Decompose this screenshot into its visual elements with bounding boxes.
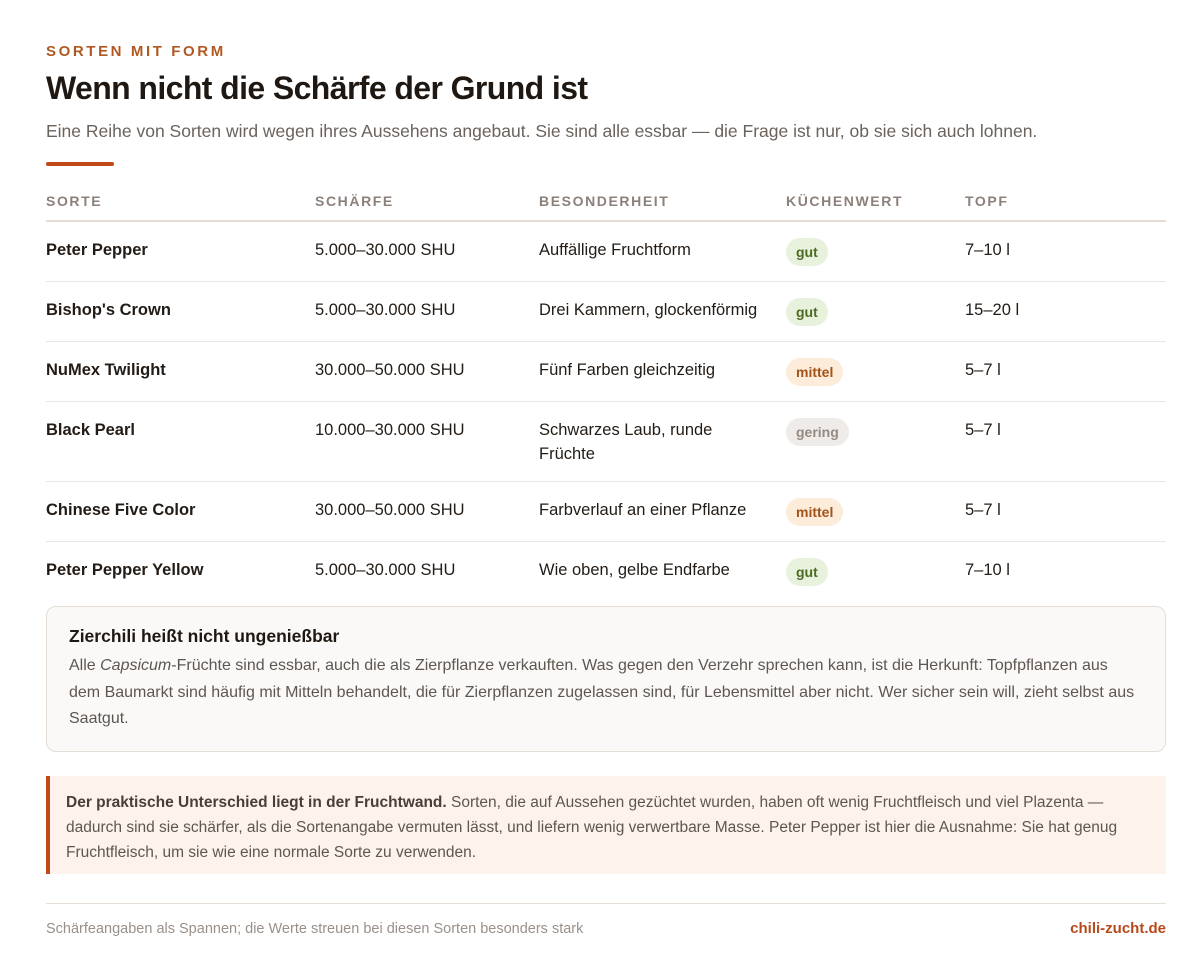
kitchen-value-badge: mittel: [786, 498, 844, 526]
info-box: Zierchili heißt nicht ungenießbar Alle C…: [46, 606, 1166, 752]
kitchen-value-cell: mittel: [786, 481, 965, 542]
heat-range: 5.000–30.000 SHU: [315, 221, 539, 282]
eyebrow: Sorten mit Form: [46, 43, 226, 60]
heat-range: 10.000–30.000 SHU: [315, 401, 539, 482]
column-header-besonderheit: Besonderheit: [539, 182, 786, 222]
table-row: Bishop's Crown 5.000–30.000 SHU Drei Kam…: [46, 281, 1166, 342]
accent-rule: [46, 162, 114, 166]
footnote: Schärfeangaben als Spannen; die Werte st…: [46, 921, 584, 937]
variety-name: Chinese Five Color: [46, 481, 315, 542]
feature: Drei Kammern, glockenförmig: [539, 281, 786, 342]
kitchen-value-badge: gut: [786, 558, 828, 586]
info-body-prefix: Alle: [69, 657, 101, 674]
feature: Schwarzes Laub, runde Früchte: [539, 401, 786, 482]
varieties-table: Sorte Schärfe Besonderheit Küchenwert To…: [46, 182, 1166, 601]
pot-size: 5–7 l: [965, 401, 1166, 482]
info-body-text: -Früchte sind essbar, auch die als Zierp…: [69, 657, 1135, 727]
callout: Der praktische Unterschied liegt in der …: [46, 776, 1166, 874]
page-title: Wenn nicht die Schärfe der Grund ist: [46, 70, 588, 106]
table-row: Chinese Five Color 30.000–50.000 SHU Far…: [46, 481, 1166, 542]
column-header-topf: Topf: [965, 182, 1166, 222]
variety-name: Bishop's Crown: [46, 281, 315, 342]
kitchen-value-badge: gut: [786, 238, 828, 266]
kitchen-value-cell: gut: [786, 281, 965, 342]
heat-range: 5.000–30.000 SHU: [315, 561, 456, 579]
kitchen-value-badge: gering: [786, 418, 849, 446]
pot-size: 7–10 l: [965, 561, 1010, 579]
kitchen-value-cell: gering: [786, 401, 965, 482]
footer-divider: [46, 903, 1166, 904]
pot-size: 15–20 l: [965, 281, 1166, 342]
callout-text: Sorten, die auf Aussehen gezüchtet wurde…: [66, 794, 1118, 861]
table-row: Black Pearl 10.000–30.000 SHU Schwarzes …: [46, 401, 1166, 482]
info-box-title: Zierchili heißt nicht ungenießbar: [69, 626, 340, 646]
table-row: Peter Pepper 5.000–30.000 SHU Auffällige…: [46, 221, 1166, 282]
feature: Wie oben, gelbe Endfarbe: [539, 561, 730, 579]
column-header-kuechenwert: Küchenwert: [786, 182, 965, 222]
table-header-row: Sorte Schärfe Besonderheit Küchenwert To…: [46, 182, 1166, 222]
heat-range: 30.000–50.000 SHU: [315, 481, 539, 542]
column-header-sorte: Sorte: [46, 182, 315, 222]
variety-name: NuMex Twilight: [46, 341, 315, 402]
pot-size: 5–7 l: [965, 341, 1166, 402]
feature: Farbverlauf an einer Pflanze: [539, 481, 786, 542]
pot-size: 5–7 l: [965, 481, 1166, 542]
table-row: NuMex Twilight 30.000–50.000 SHU Fünf Fa…: [46, 341, 1166, 402]
feature: Auffällige Fruchtform: [539, 221, 786, 282]
heat-range: 30.000–50.000 SHU: [315, 341, 539, 402]
variety-name: Black Pearl: [46, 401, 315, 482]
kitchen-value-cell: gut: [786, 542, 965, 602]
lead-text: Eine Reihe von Sorten wird wegen ihres A…: [46, 121, 1038, 141]
info-body-genus: Capsicum: [100, 657, 172, 674]
feature: Fünf Farben gleichzeitig: [539, 341, 786, 402]
info-box-body: Alle Capsicum-Früchte sind essbar, auch …: [69, 653, 1143, 733]
variety-name: Peter Pepper Yellow: [46, 561, 204, 579]
callout-strong: Der praktische Unterschied liegt in der …: [66, 794, 447, 811]
table-row: Peter Pepper Yellow 5.000–30.000 SHU Wie…: [46, 542, 1166, 602]
pot-size: 7–10 l: [965, 221, 1166, 282]
column-header-schaerfe: Schärfe: [315, 182, 539, 222]
heat-range: 5.000–30.000 SHU: [315, 281, 539, 342]
brand-link[interactable]: chili-zucht.de: [1070, 920, 1166, 937]
kitchen-value-badge: gut: [786, 298, 828, 326]
kitchen-value-badge: mittel: [786, 358, 844, 386]
variety-name: Peter Pepper: [46, 221, 315, 282]
kitchen-value-cell: mittel: [786, 341, 965, 402]
kitchen-value-cell: gut: [786, 221, 965, 282]
